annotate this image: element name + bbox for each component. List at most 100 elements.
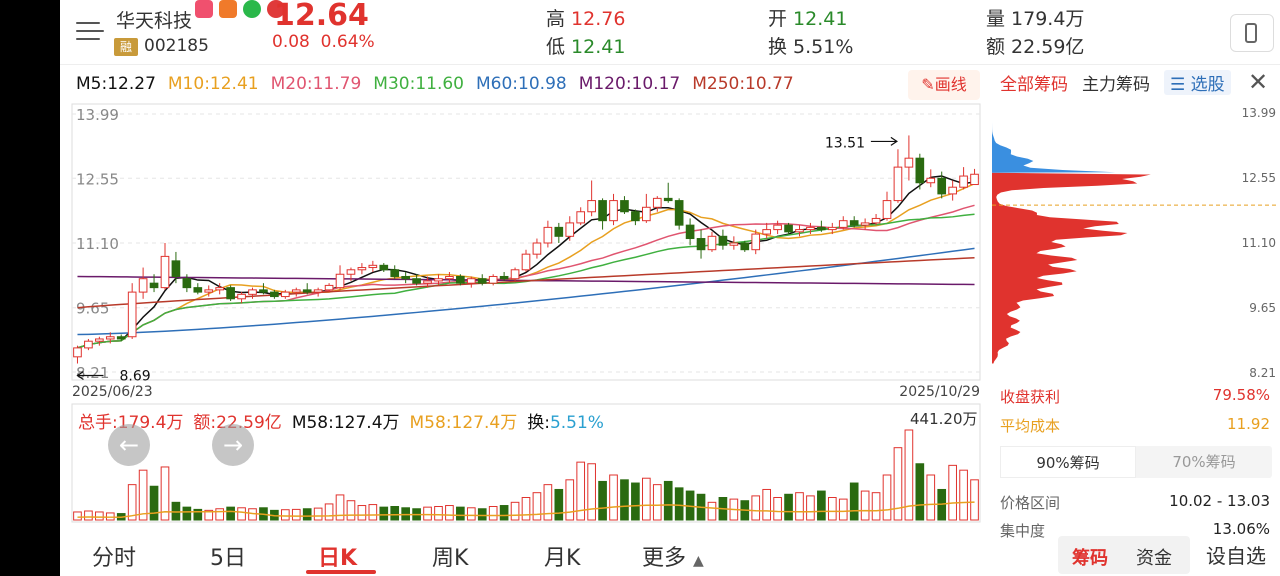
candle-body: [652, 197, 662, 208]
candle-body: [84, 340, 93, 349]
volume-label: 量: [986, 8, 1006, 30]
kline-chart[interactable]: 13.99 12.55 11.10 9.65 8.21 2025/06/23 2025/10…: [60, 0, 1280, 530]
ma20-label: M20:11.79: [270, 74, 362, 94]
landscape-toggle-icon[interactable]: [1230, 14, 1274, 52]
vol-turn-value: 5.51%: [549, 413, 604, 433]
quote-low: 低 12.41: [546, 32, 625, 59]
candle-body: [466, 278, 476, 284]
quote-volume: 量 179.4万: [986, 4, 1084, 31]
candle-body: [335, 273, 345, 289]
candle-body: [149, 282, 159, 289]
candle-body: [73, 347, 82, 358]
volume-bar: [237, 507, 246, 521]
concentration-row: 集中度 13.06%: [1000, 520, 1270, 541]
candle-body: [324, 284, 334, 291]
candle-body: [401, 275, 410, 280]
next-arrow-icon[interactable]: →: [212, 424, 254, 466]
stock-code: 002185: [144, 36, 209, 56]
tab-weekly-k[interactable]: 周K: [432, 546, 469, 571]
price-axis-label: 11.10: [76, 235, 119, 253]
chip-axis-label: 8.21: [1249, 366, 1276, 380]
candle-body: [827, 226, 837, 231]
candle-body: [116, 336, 126, 340]
candle-body: [817, 226, 826, 231]
tab-70-chips[interactable]: 70%筹码: [1172, 453, 1236, 471]
tab-intraday[interactable]: 分时: [92, 546, 137, 571]
volume-bar: [860, 490, 870, 521]
candle-body: [882, 200, 892, 219]
volume-bar: [707, 501, 717, 521]
volume-bar: [893, 447, 903, 521]
draw-line-button[interactable]: ✎画线: [908, 70, 980, 100]
volume-bar: [806, 495, 815, 521]
tab-more[interactable]: 更多 ▲: [642, 540, 704, 572]
tab-select-stock[interactable]: ☰ 选股: [1164, 70, 1231, 95]
candle-body: [346, 269, 356, 275]
candle-body: [948, 186, 957, 195]
add-favorite-button[interactable]: 设自选: [1206, 544, 1266, 568]
ma-legend: M5:12.27 M10:12.41 M20:11.79 M30:11.60 M…: [76, 74, 794, 94]
tab-90-chips[interactable]: 90%筹码: [1000, 446, 1136, 478]
volume-bar: [390, 506, 400, 521]
ma250-label: M250:10.77: [692, 74, 794, 94]
chips-button[interactable]: 筹码: [1072, 548, 1108, 569]
candle-body: [313, 289, 323, 293]
tab-daily-k[interactable]: 日K: [318, 546, 358, 571]
volume-bar: [477, 508, 487, 521]
candle-body: [237, 293, 246, 300]
vol-total-label: 总手:: [78, 413, 118, 433]
price-axis-label: 9.65: [76, 300, 109, 318]
volume-bar: [149, 485, 159, 521]
volume-legend: 总手:179.4万 额:22.59亿 M58:127.4万 M58:127.4万…: [78, 408, 604, 433]
gift-icon[interactable]: [219, 0, 237, 18]
candle-body: [598, 200, 607, 222]
volume-max: 441.20万: [910, 410, 978, 428]
chips-funds-switch: 筹码 资金: [1058, 536, 1190, 574]
candle-body: [576, 211, 586, 224]
candle-body: [280, 291, 290, 298]
volume-bar: [466, 507, 476, 521]
candle-body: [838, 220, 848, 228]
select-stock-label: 选股: [1190, 75, 1225, 95]
candle-body: [915, 157, 925, 184]
wechat-icon[interactable]: [243, 0, 261, 18]
volume-bar: [204, 509, 214, 521]
chip-tabs: 全部筹码 主力筹码 ☰ 选股: [1000, 70, 1231, 95]
amount-label: 额: [986, 36, 1006, 58]
hot-icon[interactable]: [195, 0, 213, 18]
volume-bar: [127, 484, 137, 521]
low-value: 12.41: [571, 36, 626, 58]
prev-arrow-icon[interactable]: ←: [108, 424, 150, 466]
tab-all-chips[interactable]: 全部筹码: [1000, 75, 1068, 95]
menu-icon[interactable]: [76, 20, 104, 42]
candle-body: [642, 206, 651, 222]
volume-bar: [302, 508, 312, 521]
open-label: 开: [768, 8, 788, 30]
tab-main-chips[interactable]: 主力筹码: [1082, 75, 1150, 95]
candle-body: [445, 275, 454, 280]
volume-bar: [565, 479, 575, 521]
volume-bar: [926, 474, 936, 521]
volume-bar: [838, 498, 848, 521]
funds-button[interactable]: 资金: [1136, 548, 1172, 569]
close-icon[interactable]: ✕: [1248, 68, 1269, 96]
tab-5day[interactable]: 5日: [210, 546, 246, 571]
volume-bar: [904, 429, 914, 521]
tab-monthly-k[interactable]: 月K: [544, 546, 581, 571]
volume-bar: [346, 500, 356, 521]
candle-body: [127, 291, 137, 338]
candle-body: [499, 275, 509, 280]
candle-body: [390, 269, 400, 277]
candle-body: [587, 200, 596, 213]
avg-cost-value: 11.92: [1227, 415, 1270, 433]
weibo-icon[interactable]: [267, 0, 285, 18]
margin-badge: 融: [114, 38, 138, 56]
volume-bar: [532, 492, 542, 521]
price-range-row: 价格区间 10.02 - 13.03: [1000, 492, 1270, 513]
volume-bar: [521, 497, 531, 521]
chip-profit-area: [992, 172, 1151, 364]
low-annotation: 8.69: [119, 369, 150, 385]
turnover-value: 5.51%: [793, 36, 854, 58]
volume-ma-line: [77, 501, 975, 519]
candle-body: [477, 278, 487, 284]
